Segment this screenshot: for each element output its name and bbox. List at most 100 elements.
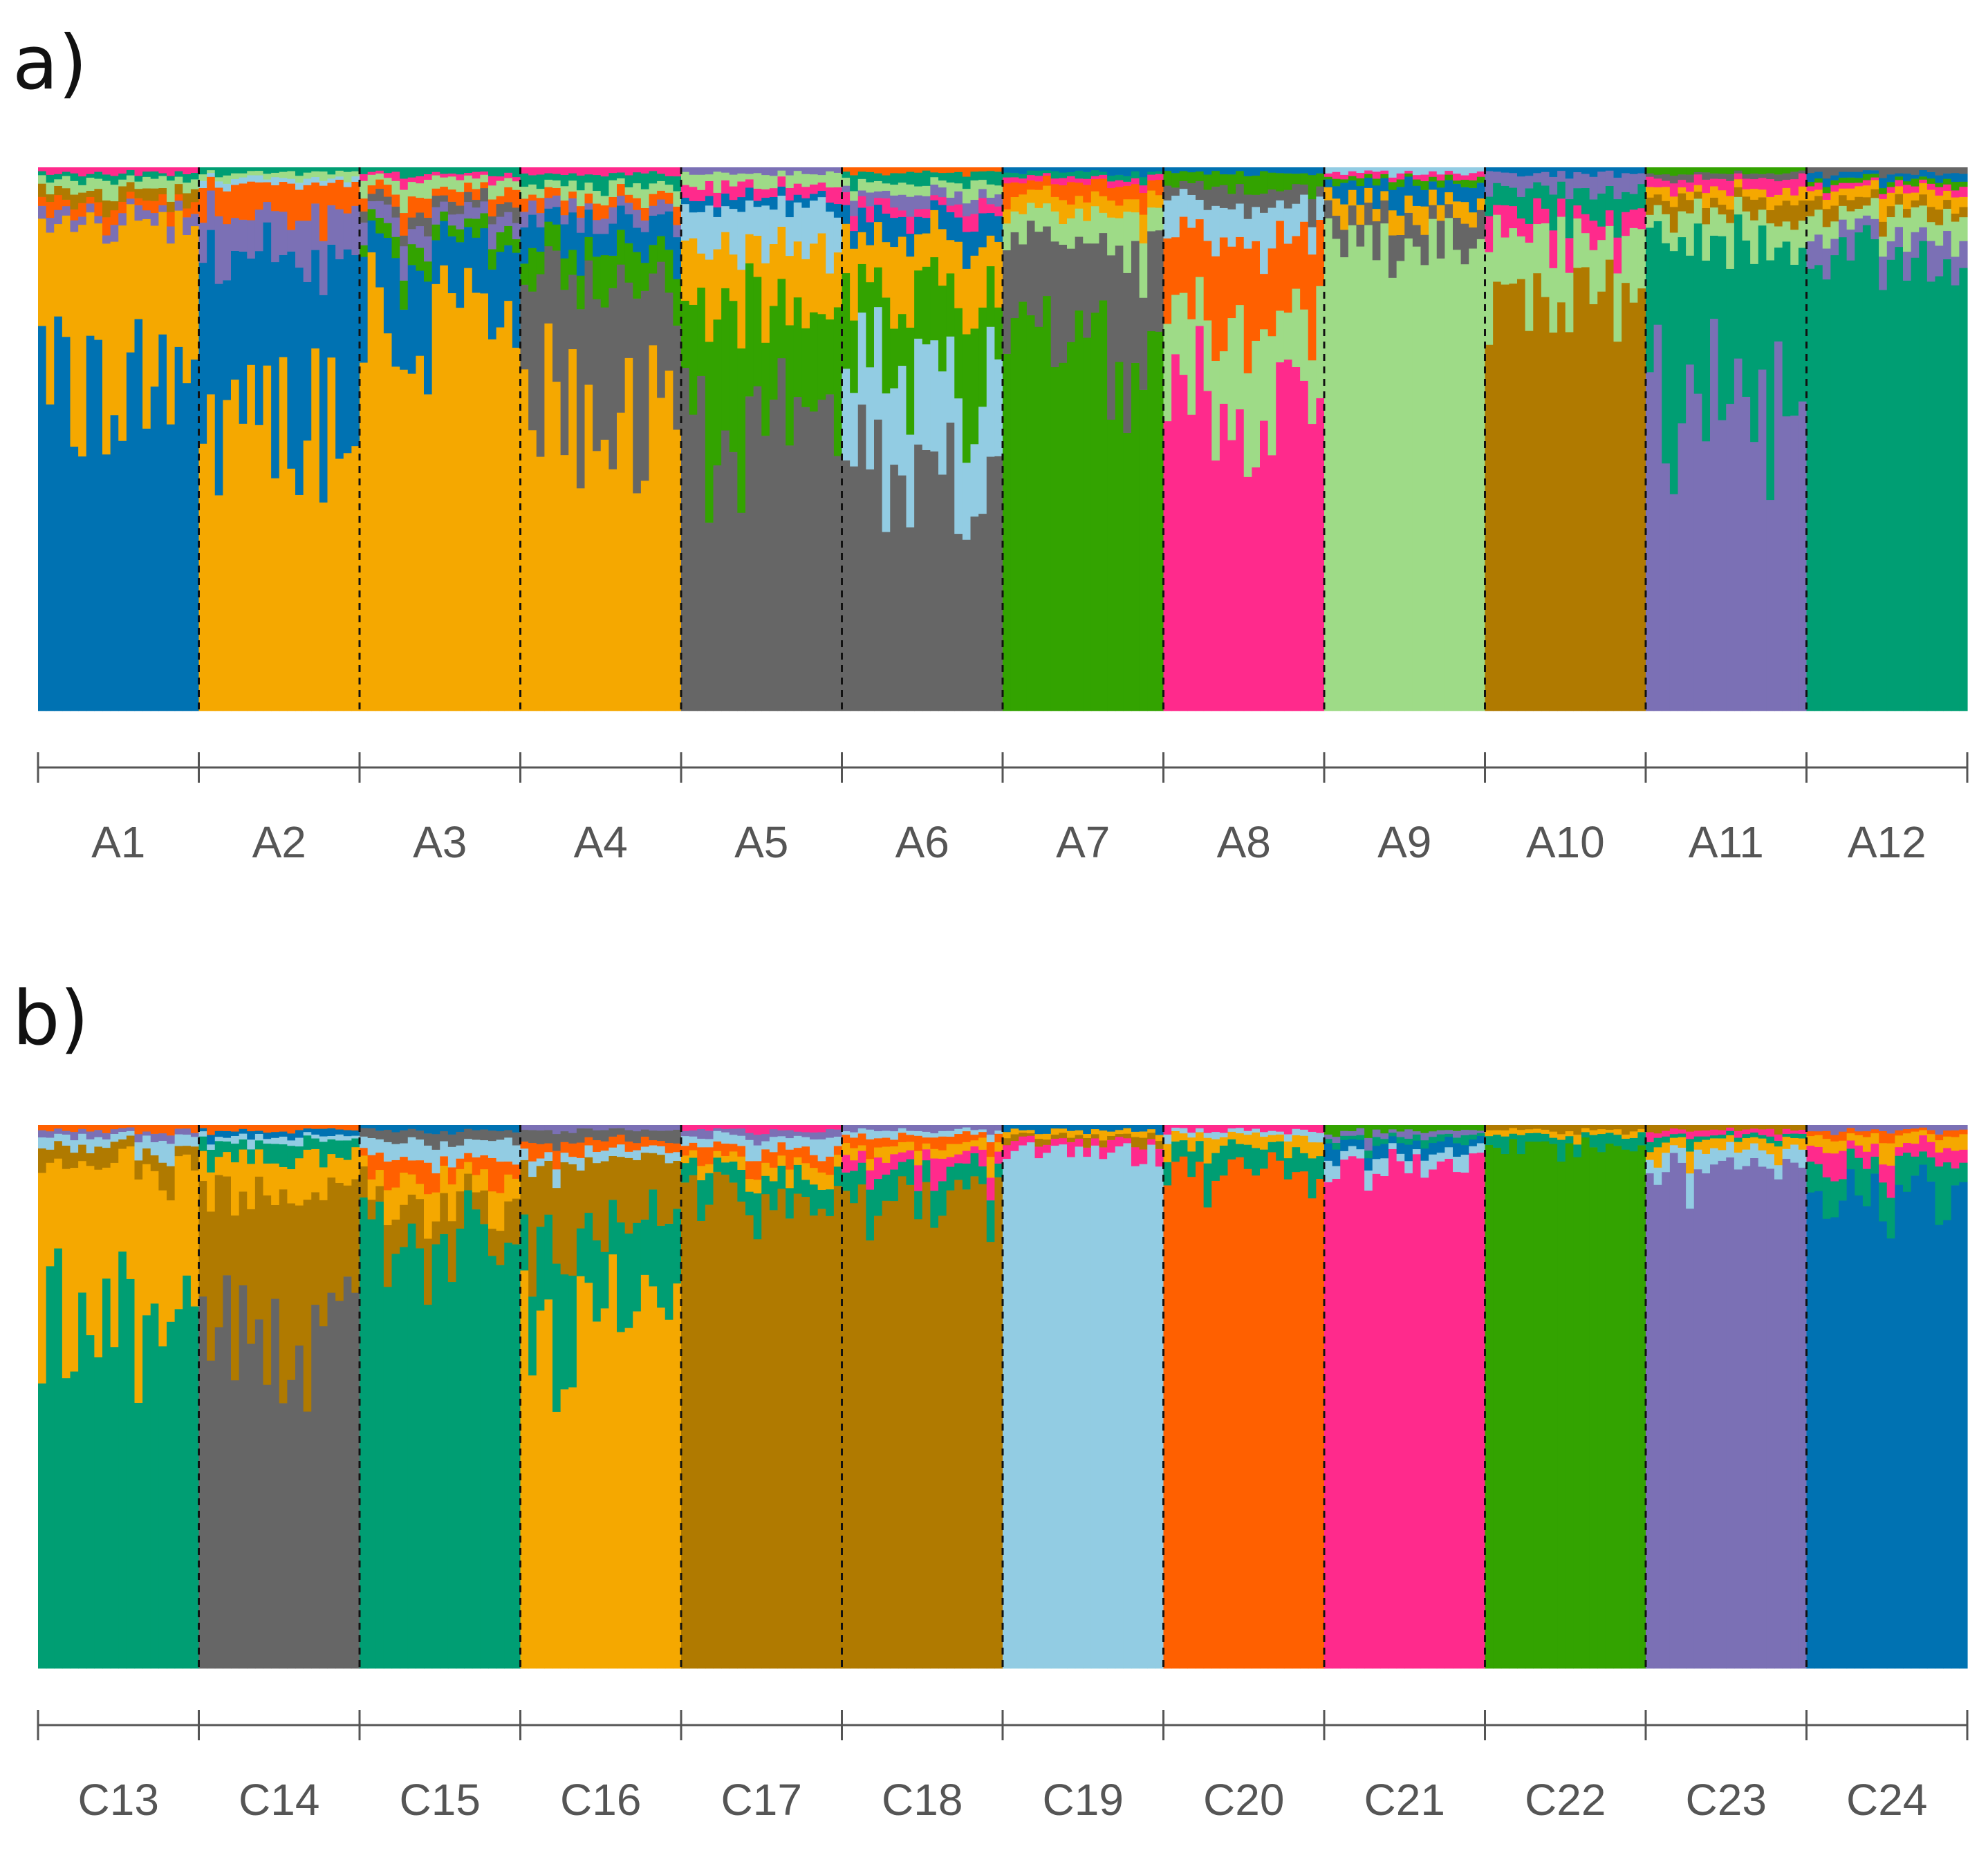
ancestry-segment-light_green: [1734, 197, 1743, 215]
ancestry-segment-green: [1783, 167, 1791, 174]
population-label-C16: C16: [560, 1775, 641, 1825]
ancestry-segment-purple: [1373, 1129, 1381, 1137]
ancestry-segment-orange: [1823, 1139, 1831, 1153]
ancestry-segment-pink: [1083, 178, 1091, 185]
ancestry-segment-dark_green: [1879, 1182, 1887, 1222]
ancestry-segment-light_blue: [778, 196, 786, 227]
ancestry-segment-orange: [456, 308, 465, 711]
ancestry-segment-light_green: [1453, 250, 1461, 711]
ancestry-segment-light_green: [223, 176, 231, 184]
ancestry-segment-pink: [1718, 179, 1727, 191]
ancestry-segment-red_orange: [1887, 1133, 1895, 1144]
ancestry-segment-dark_green: [304, 1135, 312, 1150]
ancestry-segment-grey: [287, 1380, 295, 1669]
ancestry-segment-orange: [850, 248, 858, 320]
ancestry-segment-dark_blue: [392, 1125, 400, 1133]
ancestry-segment-red_orange: [552, 1151, 561, 1169]
ancestry-segment-orange: [54, 224, 62, 317]
ancestry-segment-dark_blue: [1083, 1125, 1091, 1134]
ancestry-segment-dark_green: [183, 1276, 191, 1669]
ancestry-segment-dark_green: [1043, 170, 1051, 173]
ancestry-segment-dark_blue: [392, 258, 400, 366]
ancestry-segment-pink: [86, 167, 95, 174]
ancestry-segment-light_green: [568, 180, 577, 192]
ancestry-segment-red_orange: [1863, 1131, 1871, 1137]
ancestry-segment-green: [850, 320, 858, 393]
ancestry-segment-brown: [1550, 333, 1558, 711]
ancestry-segment-red_orange: [907, 1135, 915, 1142]
ancestry-segment-dark_green: [1774, 1141, 1783, 1147]
ancestry-segment-light_green: [1019, 214, 1027, 245]
ancestry-segment-dark_blue: [1211, 167, 1220, 171]
ancestry-segment-light_blue: [1099, 1159, 1108, 1668]
ancestry-segment-grey: [947, 422, 955, 711]
ancestry-segment-dark_green: [1686, 256, 1694, 365]
ancestry-segment-orange: [1887, 1143, 1895, 1166]
ancestry-segment-pink: [1951, 1151, 1960, 1168]
ancestry-segment-orange: [1131, 199, 1140, 212]
ancestry-segment-purple: [697, 167, 705, 175]
ancestry-segment-pink: [770, 188, 778, 197]
ancestry-segment-light_blue: [1686, 1173, 1694, 1209]
ancestry-segment-purple: [890, 1125, 898, 1131]
ancestry-segment-pink: [360, 174, 368, 181]
ancestry-segment-dark_green: [1067, 172, 1075, 176]
ancestry-segment-pink: [1839, 1151, 1847, 1179]
ancestry-segment-purple: [1863, 1125, 1871, 1131]
population-label-A12: A12: [1848, 817, 1926, 867]
ancestry-segment-dark_green: [737, 1170, 745, 1202]
ancestry-segment-brown: [62, 188, 71, 200]
ancestry-segment-dark_blue: [1927, 172, 1935, 179]
ancestry-segment-pink: [1437, 174, 1445, 180]
ancestry-segment-red_orange: [978, 167, 987, 171]
ancestry-segment-pink: [978, 198, 987, 213]
ancestry-segment-light_blue: [947, 1130, 955, 1137]
ancestry-segment-dark_green: [1718, 1135, 1727, 1139]
ancestry-segment-brown: [1694, 192, 1702, 198]
ancestry-segment-dark_green: [335, 167, 344, 171]
ancestry-segment-orange: [360, 1155, 368, 1166]
ancestry-segment-orange: [1228, 1132, 1236, 1139]
ancestry-segment-dark_green: [167, 176, 175, 180]
ancestry-segment-grey: [504, 202, 512, 212]
ancestry-segment-light_blue: [1380, 1158, 1388, 1176]
ancestry-segment-grey: [544, 1130, 552, 1143]
ancestry-segment-purple: [1710, 1164, 1718, 1668]
ancestry-segment-dark_green: [922, 1160, 931, 1182]
ancestry-segment-pink: [1654, 178, 1662, 187]
ancestry-segment-dark_green: [102, 1278, 111, 1668]
ancestry-segment-orange: [328, 1154, 336, 1177]
ancestry-segment-brown: [1686, 1125, 1694, 1132]
ancestry-segment-dark_green: [528, 1296, 537, 1375]
ancestry-segment-light_green: [135, 181, 143, 189]
ancestry-segment-red_orange: [850, 167, 858, 175]
ancestry-segment-grey: [537, 1130, 545, 1144]
ancestry-segment-dark_blue: [801, 198, 810, 207]
ancestry-segment-red_orange: [1187, 227, 1196, 319]
ancestry-segment-red_orange: [882, 167, 891, 176]
ancestry-segment-dark_green: [907, 171, 915, 185]
ancestry-segment-green: [601, 255, 609, 308]
ancestry-segment-green: [480, 213, 488, 228]
ancestry-segment-pink: [1244, 1125, 1252, 1131]
ancestry-segment-light_green: [416, 183, 424, 198]
ancestry-segment-orange: [504, 1174, 512, 1201]
ancestry-segment-light_green: [1252, 341, 1260, 467]
ancestry-segment-red_orange: [215, 1125, 223, 1131]
ancestry-segment-red_orange: [537, 1144, 545, 1159]
ancestry-segment-light_green: [521, 187, 529, 199]
population-label-A8: A8: [1217, 817, 1271, 867]
ancestry-segment-red_orange: [1871, 1129, 1879, 1133]
ancestry-segment-light_blue: [1228, 209, 1236, 247]
ancestry-segment-orange: [496, 1193, 505, 1231]
ancestry-segment-light_blue: [1035, 1158, 1043, 1669]
ancestry-segment-orange: [1790, 1138, 1799, 1145]
ancestry-segment-purple: [94, 216, 102, 223]
ancestry-segment-light_blue: [71, 1140, 79, 1153]
ancestry-segment-dark_green: [295, 1146, 304, 1158]
ancestry-segment-dark_blue: [102, 454, 111, 711]
ancestry-segment-grey: [1332, 216, 1341, 239]
admixture-chart-b: C13 C14 C15 C16 C17 C18 C19 C20 C21 C22 C23 C24: [0, 1110, 1988, 1853]
ancestry-segment-dark_green: [1774, 248, 1783, 342]
ancestry-segment-light_blue: [46, 1137, 55, 1150]
